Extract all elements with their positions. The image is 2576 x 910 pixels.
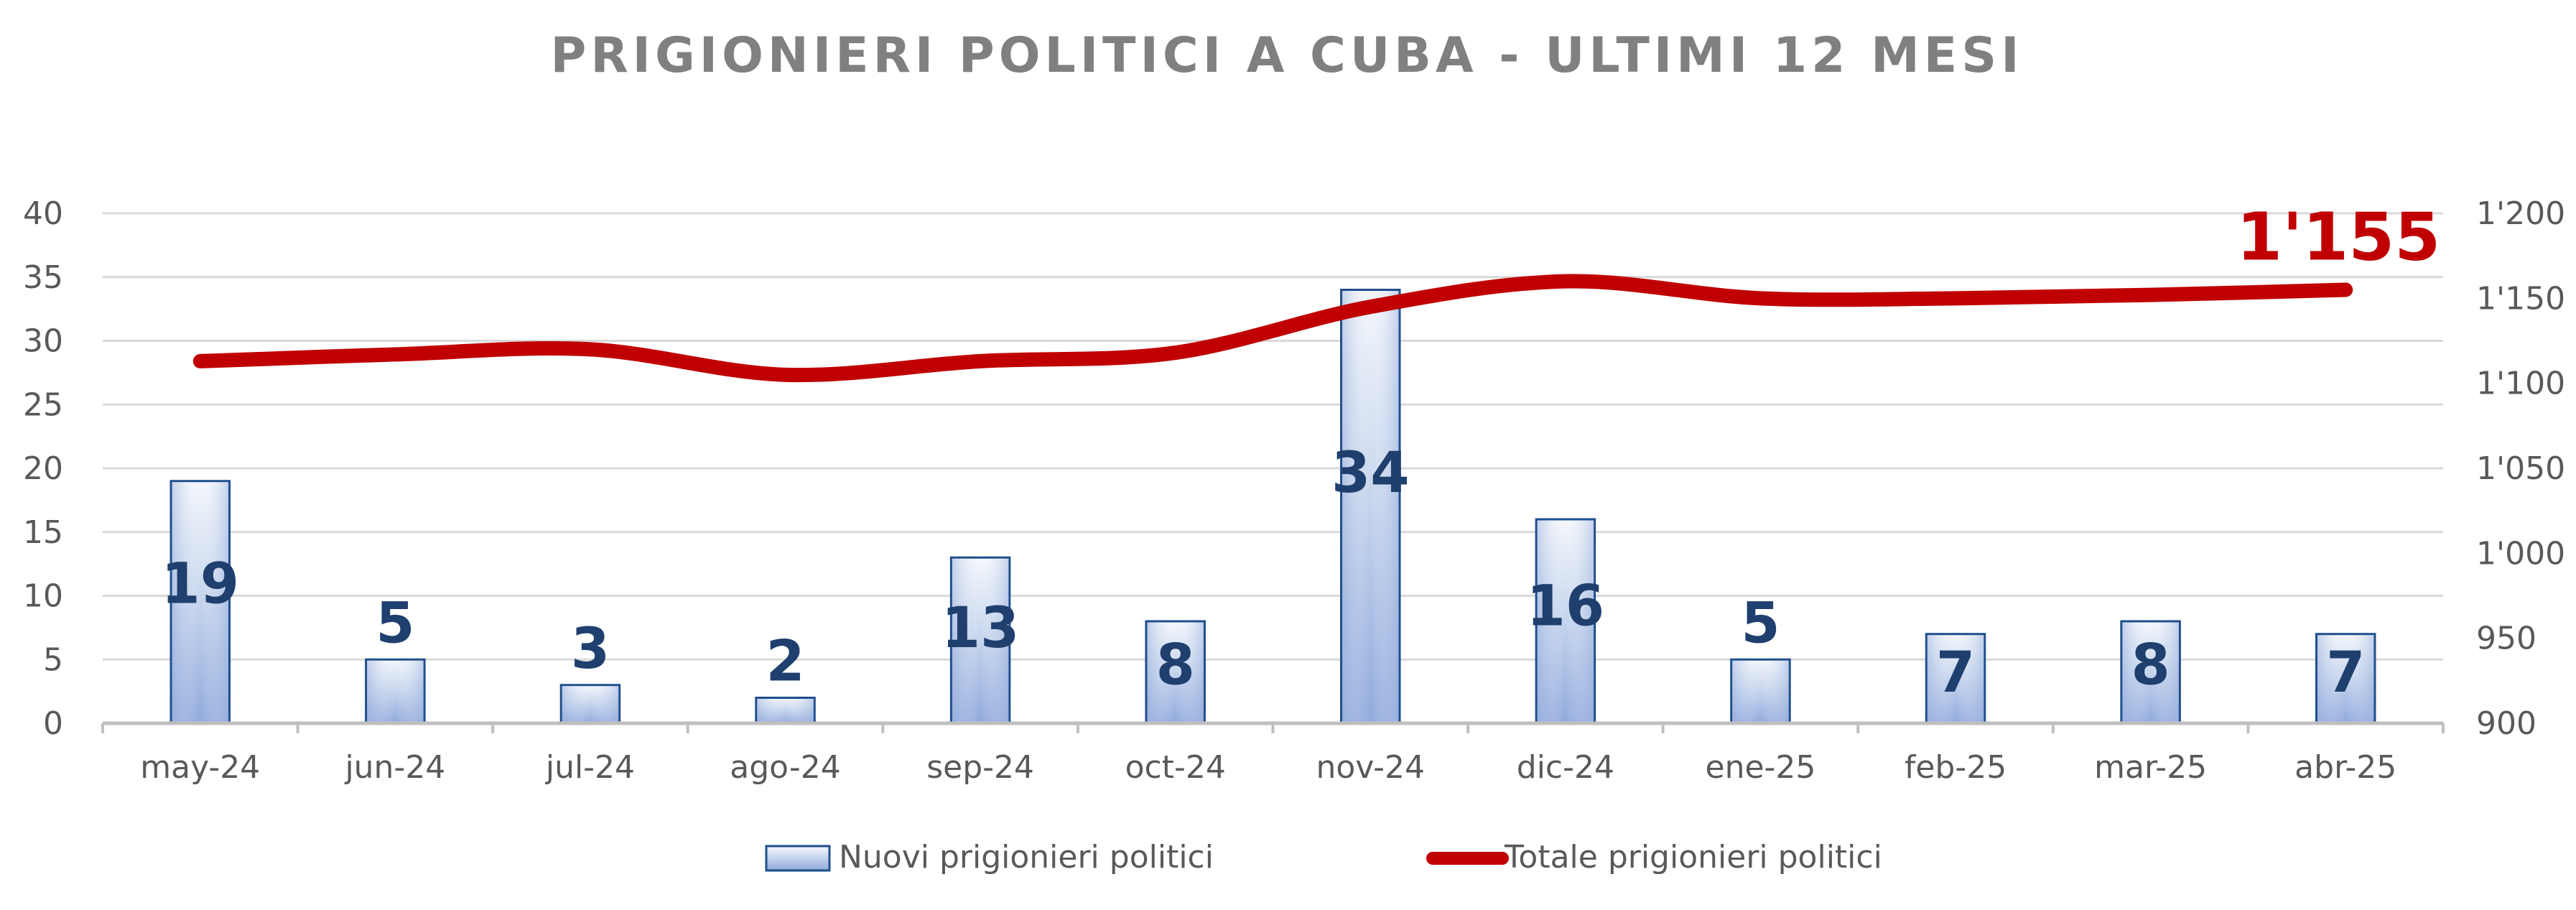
y-tick-label: 25 [23, 386, 63, 423]
legend-bar-swatch [765, 845, 831, 872]
legend-label: Totale prigionieri politici [1504, 839, 1882, 876]
bar-shade [1732, 660, 1789, 723]
bar-shade [1537, 520, 1594, 723]
y-tick-label: 5 [43, 641, 63, 678]
bar-value-label: 16 [1527, 574, 1605, 639]
bar-shade [2122, 622, 2179, 723]
x-tick-label: dic-24 [1517, 749, 1614, 786]
legend-label: Nuovi prigionieri politici [839, 839, 1214, 876]
axes: 05101520253035409009501'0001'0501'1001'1… [23, 195, 2565, 786]
x-tick-label: may-24 [140, 749, 260, 786]
y2-tick-label: 1'150 [2476, 280, 2565, 317]
y-tick-label: 0 [43, 705, 63, 742]
y-tick-label: 40 [23, 195, 63, 232]
x-tick-label: jun-24 [344, 749, 445, 786]
line-end-label: 1'155 [2236, 199, 2440, 276]
y-tick-label: 20 [23, 450, 63, 487]
legend: Nuovi prigionieri politici Totale prigion… [765, 839, 1882, 876]
y2-tick-label: 1'050 [2476, 450, 2565, 487]
bar-value-label: 34 [1331, 441, 1410, 506]
y-tick-label: 15 [23, 514, 63, 551]
bar-value-label: 19 [162, 552, 240, 616]
bar-shade [367, 660, 424, 723]
x-tick-label: ago-24 [730, 749, 841, 786]
bar-value-label: 13 [941, 596, 1020, 661]
x-tick-label: feb-25 [1905, 749, 2007, 786]
y2-tick-label: 1'000 [2476, 535, 2565, 572]
bar-series [169, 289, 2376, 725]
bar-shade [562, 686, 619, 723]
bar-shade [1147, 622, 1204, 723]
bar-value-label: 5 [1741, 591, 1780, 656]
y2-tick-label: 1'100 [2476, 366, 2565, 402]
y-tick-label: 35 [23, 259, 63, 296]
x-tick-label: nov-24 [1316, 749, 1426, 786]
bar-value-label: 3 [571, 617, 610, 682]
line-series [192, 274, 2353, 383]
series-line [192, 274, 2353, 383]
bar-value-label: 2 [766, 630, 804, 695]
bar-value-label: 7 [1936, 641, 1975, 705]
y2-tick-label: 950 [2476, 621, 2537, 657]
y-tick-label: 10 [23, 578, 63, 615]
x-tick-label: oct-24 [1125, 749, 1226, 786]
x-tick-label: mar-25 [2094, 749, 2207, 786]
x-tick-label: abr-25 [2294, 749, 2396, 786]
bar-shade [952, 558, 1009, 723]
bar-value-label: 8 [1156, 633, 1195, 698]
chart-title: PRIGIONIERI POLITICI A CUBA - ULTIMI 12 … [550, 27, 2023, 84]
y2-tick-label: 1'200 [2476, 195, 2565, 232]
x-tick-label: jul-24 [545, 749, 635, 786]
x-tick-label: ene-25 [1706, 749, 1816, 786]
bar-value-label: 5 [376, 591, 414, 656]
x-tick-label: sep-24 [926, 749, 1034, 786]
bar-shade [172, 482, 229, 723]
bar-value-label: 8 [2131, 633, 2170, 698]
bar-shade [1927, 635, 1984, 723]
y2-tick-label: 900 [2476, 705, 2537, 742]
grid-lines [103, 212, 2443, 661]
bar-value-label: 7 [2326, 641, 2365, 705]
y-tick-label: 30 [23, 323, 63, 360]
bar-shade [1342, 291, 1399, 723]
data-labels: 19 5 3 2 13 8 34 16 5 7 8 7 1'155 [162, 199, 2441, 705]
bar-shade [2317, 635, 2374, 723]
bar-shade [757, 699, 814, 723]
